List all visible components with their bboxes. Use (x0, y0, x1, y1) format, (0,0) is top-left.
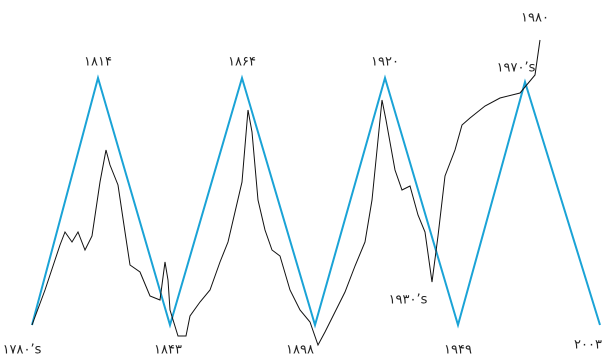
peak-label: ۱۹۲۰ (371, 55, 399, 70)
trough-label: ۱۸۴۳ (154, 343, 182, 357)
trough-label: ۲۰۰۳ (574, 338, 602, 353)
trough-label: ۱۸۹۸ (286, 343, 314, 357)
peak-label: ۱۹۸۰ (521, 11, 549, 26)
peak-label: ۱۸۱۴ (84, 55, 112, 70)
trough-label: ۱۹۴۹ (444, 343, 472, 357)
middle-label: ۱۹۳۰’s (389, 293, 428, 308)
wave-zigzag (31, 74, 601, 329)
trough-label: ۱۷۸۰’s (3, 343, 42, 357)
peak-label: ۱۸۶۴ (228, 55, 256, 70)
price-curve (31, 39, 541, 347)
peak-label: ۱۹۷۰’s (497, 61, 536, 76)
